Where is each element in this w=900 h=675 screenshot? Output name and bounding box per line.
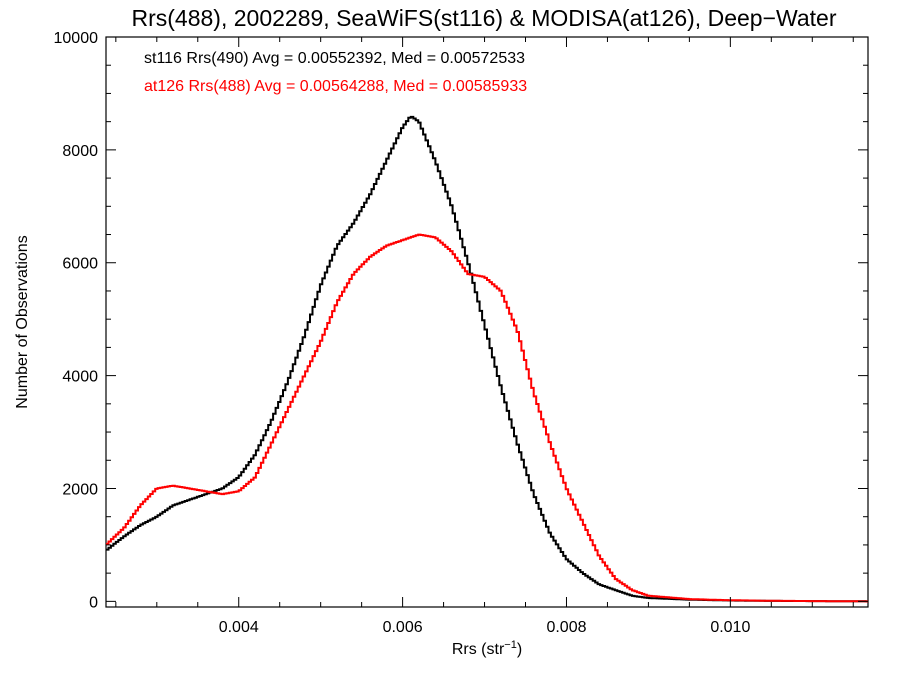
series-line-0 [106, 115, 868, 603]
x-axis-label-exponent: −1 [504, 639, 517, 651]
y-tick-label: 10000 [54, 30, 99, 47]
x-tick-label: 0.004 [219, 619, 259, 636]
y-tick-label: 0 [89, 594, 98, 611]
annotation-st116: st116 Rrs(490) Avg = 0.00552392, Med = 0… [144, 50, 525, 67]
x-tick-label: 0.006 [383, 619, 423, 636]
plot-frame [105, 36, 869, 608]
x-axis-label-close: ) [517, 641, 522, 658]
chart-title: Rrs(488), 2002289, SeaWiFS(st116) & MODI… [132, 5, 837, 31]
y-tick-label: 8000 [62, 143, 98, 160]
x-axis-label-main: Rrs (str [452, 641, 505, 658]
x-axis-label: Rrs (str−1) [452, 639, 522, 658]
series-layer [106, 115, 868, 603]
y-tick-label: 4000 [62, 369, 98, 386]
y-tick-label: 6000 [62, 256, 98, 273]
series-line-1 [106, 233, 868, 603]
y-axis-label: Number of Observations [14, 235, 31, 408]
axis-ticks: 0.004 0.006 0.008 0.010 0 2000 4000 6000 8000 100… [54, 30, 868, 636]
y-tick-label: 2000 [62, 481, 98, 498]
annotation-at126: at126 Rrs(488) Avg = 0.00564288, Med = 0… [144, 78, 527, 95]
x-tick-label: 0.010 [710, 619, 750, 636]
x-tick-label: 0.008 [546, 619, 586, 636]
